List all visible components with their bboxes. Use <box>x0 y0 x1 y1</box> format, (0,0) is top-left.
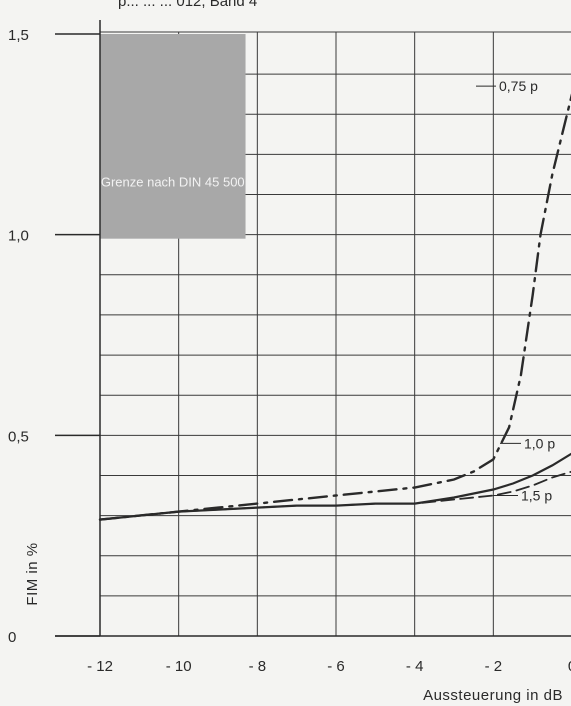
series-label-2: 1,0 p <box>524 435 555 451</box>
limit-box <box>100 34 246 239</box>
y-axis-label: FIM in % <box>24 542 41 605</box>
x-tick-label: - 12 <box>87 658 113 675</box>
x-tick-label: - 2 <box>485 658 503 675</box>
x-tick-label: - 4 <box>406 658 424 675</box>
series-lines <box>98 93 571 521</box>
axes <box>55 20 571 637</box>
series-label-1: 0,75 p <box>499 78 538 94</box>
series-labels: 0,75 p 1,0 p 1,5 p <box>476 78 555 504</box>
y-tick-label: 1,0 <box>8 228 29 245</box>
y-tick-label: 1,5 <box>8 27 29 44</box>
series-line-3 <box>99 470 571 521</box>
y-tick-label: 0 <box>8 629 16 646</box>
header-text: p... ... ... 012, Band 4 <box>118 0 257 10</box>
x-tick-label: - 8 <box>249 658 267 675</box>
series-label-3: 1,5 p <box>521 488 552 504</box>
limit-box-label: Grenze nach DIN 45 500 <box>101 175 245 190</box>
y-tick-labels: 0 0,5 1,0 1,5 <box>8 27 29 646</box>
x-tick-label: 0 <box>568 658 571 675</box>
x-tick-label: - 6 <box>327 658 345 675</box>
x-tick-label: - 10 <box>166 658 192 675</box>
y-tick-label: 0,5 <box>8 428 29 445</box>
x-axis-label: Aussteuerung in dB <box>423 687 563 704</box>
series-line-1 <box>98 93 571 521</box>
limit-region: Grenze nach DIN 45 500 <box>100 34 246 239</box>
x-tick-labels: - 12 - 10 - 8 - 6 - 4 - 2 0 <box>87 658 571 675</box>
